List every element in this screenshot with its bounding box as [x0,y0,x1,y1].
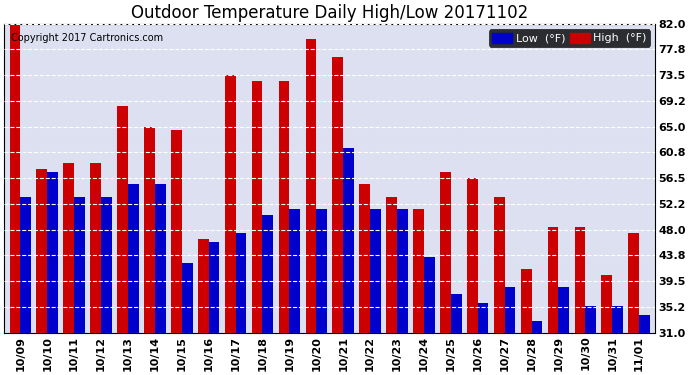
Bar [531,321,542,333]
Bar [397,209,408,333]
Bar [467,178,477,333]
Bar [558,288,569,333]
Bar [343,148,354,333]
Bar [235,233,246,333]
Bar [639,315,650,333]
Bar [424,257,435,333]
Bar [370,209,381,333]
Bar [74,196,85,333]
Legend: Low  (°F), High  (°F): Low (°F), High (°F) [489,29,650,47]
Bar [279,81,289,333]
Bar [155,184,166,333]
Bar [171,130,181,333]
Bar [20,196,31,333]
Bar [333,57,343,333]
Bar [262,215,273,333]
Bar [144,127,155,333]
Bar [37,169,47,333]
Bar [413,209,424,333]
Bar [63,163,74,333]
Bar [90,163,101,333]
Bar [612,306,623,333]
Bar [585,306,596,333]
Bar [289,209,300,333]
Bar [252,81,262,333]
Bar [208,242,219,333]
Text: Copyright 2017 Cartronics.com: Copyright 2017 Cartronics.com [10,33,163,43]
Bar [494,196,504,333]
Bar [101,196,112,333]
Bar [521,269,531,333]
Bar [225,75,235,333]
Bar [386,196,397,333]
Bar [316,209,327,333]
Bar [359,184,370,333]
Bar [47,172,58,333]
Bar [117,106,128,333]
Bar [181,263,193,333]
Bar [548,227,558,333]
Bar [504,288,515,333]
Bar [10,24,20,333]
Bar [306,39,316,333]
Bar [451,294,462,333]
Bar [477,303,489,333]
Bar [629,233,639,333]
Bar [575,227,585,333]
Title: Outdoor Temperature Daily High/Low 20171102: Outdoor Temperature Daily High/Low 20171… [131,4,529,22]
Bar [602,275,612,333]
Bar [198,239,208,333]
Bar [128,184,139,333]
Bar [440,172,451,333]
